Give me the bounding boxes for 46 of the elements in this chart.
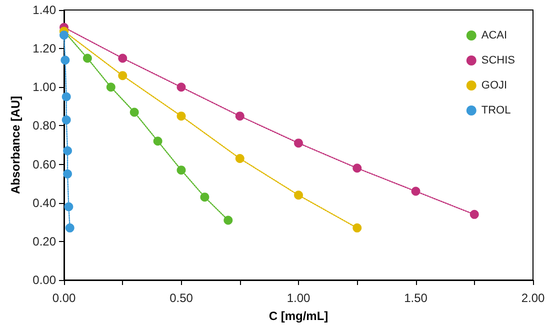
point bbox=[224, 216, 233, 225]
point bbox=[60, 30, 68, 40]
point bbox=[60, 56, 70, 65]
point bbox=[352, 223, 362, 232]
point bbox=[235, 112, 244, 121]
legend-label: TROL bbox=[481, 104, 511, 116]
point bbox=[470, 210, 479, 219]
point bbox=[294, 138, 303, 148]
point bbox=[106, 82, 116, 92]
x-tick-label: 0.50 bbox=[170, 291, 194, 305]
point bbox=[64, 202, 74, 212]
point bbox=[62, 115, 71, 124]
legend-label: GOJI bbox=[481, 80, 508, 92]
y-tick-label: 0.40 bbox=[32, 196, 56, 210]
y-tick-label: 1.20 bbox=[32, 42, 56, 56]
point bbox=[176, 82, 186, 92]
legend-label: SCHIS bbox=[481, 54, 516, 66]
y-tick-label: 1.00 bbox=[32, 80, 56, 94]
point bbox=[65, 223, 74, 232]
y-tick-label: 0.80 bbox=[32, 118, 56, 133]
point bbox=[176, 166, 186, 175]
x-tick-label: 2.00 bbox=[521, 291, 545, 305]
point bbox=[235, 154, 244, 163]
y-tick-label: 0.60 bbox=[32, 157, 56, 172]
point bbox=[411, 186, 420, 196]
point bbox=[153, 136, 162, 146]
point bbox=[62, 92, 71, 102]
point bbox=[294, 190, 303, 200]
x-tick-label: 1.00 bbox=[286, 291, 310, 305]
point bbox=[118, 71, 128, 80]
y-tick-label: 0.00 bbox=[32, 273, 56, 287]
point bbox=[352, 164, 362, 173]
point bbox=[63, 169, 72, 178]
x-axis-title: C [mg/mL] bbox=[268, 309, 328, 323]
x-tick-label: 0.00 bbox=[52, 291, 76, 305]
point bbox=[63, 146, 72, 156]
point bbox=[82, 54, 92, 63]
x-tick-label: 1.50 bbox=[404, 291, 428, 305]
point bbox=[200, 192, 210, 202]
point bbox=[130, 108, 139, 117]
y-tick-label: 0.20 bbox=[32, 234, 56, 248]
legend-label: ACAI bbox=[481, 30, 508, 42]
y-axis-title: Absorbance [AU] bbox=[8, 96, 23, 194]
point bbox=[176, 112, 186, 121]
point bbox=[118, 54, 128, 63]
y-tick-label: 1.40 bbox=[32, 3, 56, 17]
